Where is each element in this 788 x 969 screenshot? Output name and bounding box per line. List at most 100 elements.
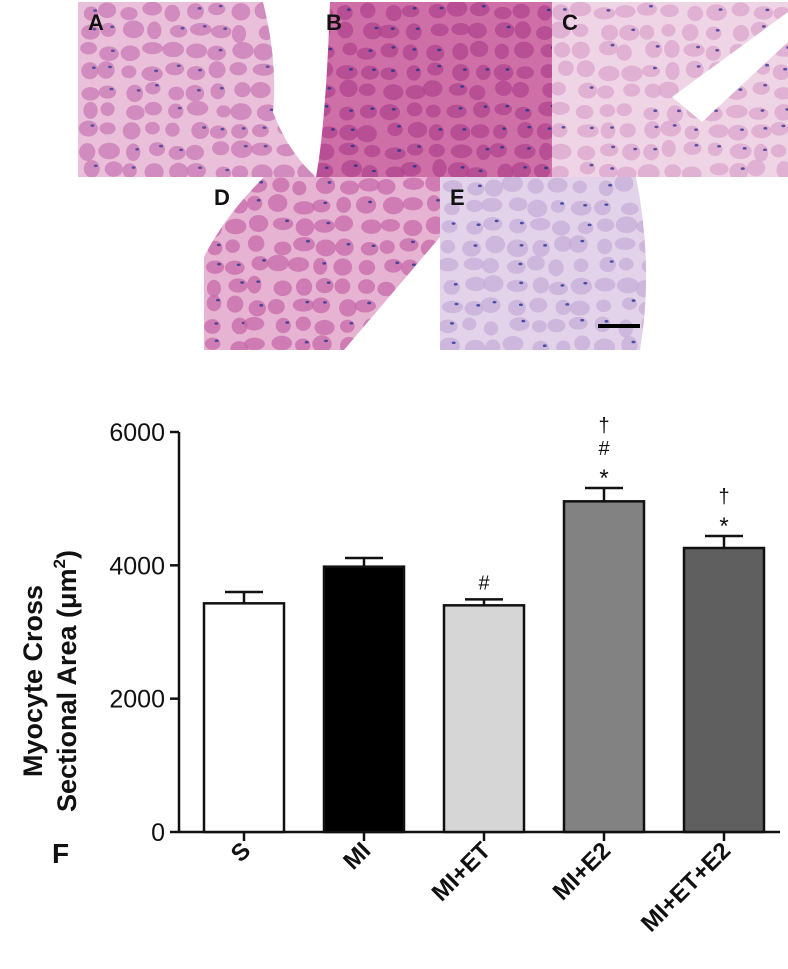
micrograph-e xyxy=(440,177,676,350)
myocyte-cell xyxy=(99,122,116,135)
myocyte-cell xyxy=(312,335,332,350)
nucleus xyxy=(216,243,221,247)
myocyte-cell xyxy=(618,257,634,271)
myocyte-cell xyxy=(551,220,571,236)
myocyte-cell xyxy=(664,40,680,58)
myocyte-cell xyxy=(570,277,593,295)
myocyte-cell xyxy=(358,178,381,192)
myocyte-cell xyxy=(683,43,705,57)
myocyte-cell xyxy=(229,62,248,76)
myocyte-cell xyxy=(618,24,640,41)
bar-chart: Myocyte Cross Sectional Area (μm2) 0 2000… xyxy=(18,415,780,937)
myocyte-cell xyxy=(661,23,676,37)
nucleus xyxy=(580,239,585,243)
myocyte-cell xyxy=(244,337,265,350)
myocyte-cell xyxy=(231,25,247,43)
y-tick-label: 6000 xyxy=(109,419,165,447)
x-tick-label: S xyxy=(226,837,256,867)
nucleus xyxy=(269,108,274,112)
nucleus xyxy=(304,340,309,344)
nucleus xyxy=(454,302,459,306)
myocyte-cell xyxy=(548,259,564,277)
myocyte-cell xyxy=(593,199,611,216)
myocyte-cell xyxy=(426,195,440,212)
nucleus xyxy=(653,109,658,113)
nucleus xyxy=(505,104,510,108)
myocyte-cell xyxy=(384,147,406,160)
myocyte-cell xyxy=(501,177,524,193)
nucleus xyxy=(410,240,415,244)
nucleus xyxy=(131,166,136,169)
nucleus xyxy=(371,68,376,71)
nucleus xyxy=(476,223,481,226)
nucleus xyxy=(451,222,456,225)
myocyte-cell xyxy=(315,177,336,194)
myocyte-cell xyxy=(570,200,592,216)
myocyte-cell xyxy=(377,281,396,297)
nucleus xyxy=(371,244,376,248)
nucleus xyxy=(110,49,115,53)
nucleus xyxy=(462,68,467,71)
nucleus xyxy=(395,261,400,265)
myocyte-cell xyxy=(250,81,271,99)
myocyte-cell xyxy=(658,81,679,99)
myocyte-cell xyxy=(446,104,467,119)
myocyte-cell xyxy=(547,177,568,193)
bar xyxy=(322,565,406,834)
nucleus xyxy=(259,304,264,307)
tissue-edge xyxy=(316,2,330,177)
myocyte-cell xyxy=(465,276,487,292)
myocyte-cell xyxy=(144,101,163,116)
myocyte-cell xyxy=(341,160,363,177)
myocyte-cell xyxy=(614,5,636,18)
nucleus xyxy=(560,284,565,287)
nucleus xyxy=(519,281,524,285)
myocyte-cell xyxy=(536,26,552,41)
myocyte-cell xyxy=(430,23,449,37)
nucleus xyxy=(604,320,609,323)
nucleus xyxy=(108,65,113,69)
myocyte-cell xyxy=(527,178,544,194)
myocyte-cell xyxy=(425,104,441,118)
nucleus xyxy=(349,109,354,112)
nucleus xyxy=(198,68,203,72)
myocyte-cell xyxy=(481,197,503,212)
myocyte-cell xyxy=(81,62,99,80)
myocyte-cell xyxy=(614,237,636,250)
myocyte-cell xyxy=(380,219,400,232)
myocyte-cell xyxy=(509,317,530,331)
myocyte-cell xyxy=(482,275,504,293)
myocyte-cell xyxy=(234,82,251,98)
y-tick-label: 0 xyxy=(151,819,165,847)
tissue-edge xyxy=(636,177,676,350)
myocyte-cell xyxy=(168,103,184,119)
myocyte-cell xyxy=(316,162,334,177)
myocyte-cell xyxy=(502,336,524,350)
myocyte-cell xyxy=(705,45,721,61)
significance-mark: # xyxy=(478,572,490,594)
nucleus xyxy=(560,202,565,205)
myocyte-cell xyxy=(80,42,98,55)
nucleus xyxy=(694,128,699,131)
myocyte-cell xyxy=(98,85,117,99)
panel-label-e: E xyxy=(450,185,465,210)
nucleus xyxy=(631,28,636,32)
nucleus xyxy=(265,65,270,68)
myocyte-cell xyxy=(425,177,440,192)
myocyte-cell xyxy=(339,180,360,195)
panel-label-f: F xyxy=(52,838,70,869)
myocyte-cell xyxy=(485,235,506,254)
myocyte-cell xyxy=(336,65,358,80)
myocyte-cell xyxy=(706,4,727,21)
nucleus xyxy=(738,88,743,91)
myocyte-cell xyxy=(162,41,185,58)
myocyte-cell xyxy=(725,104,748,119)
nucleus xyxy=(715,28,720,32)
myocyte-cell xyxy=(753,6,774,20)
nucleus xyxy=(136,89,141,92)
nucleus xyxy=(437,64,442,68)
myocyte-cell xyxy=(293,201,315,215)
nucleus xyxy=(350,144,355,148)
myocyte-cell xyxy=(615,216,638,234)
myocyte-cell xyxy=(493,64,514,81)
